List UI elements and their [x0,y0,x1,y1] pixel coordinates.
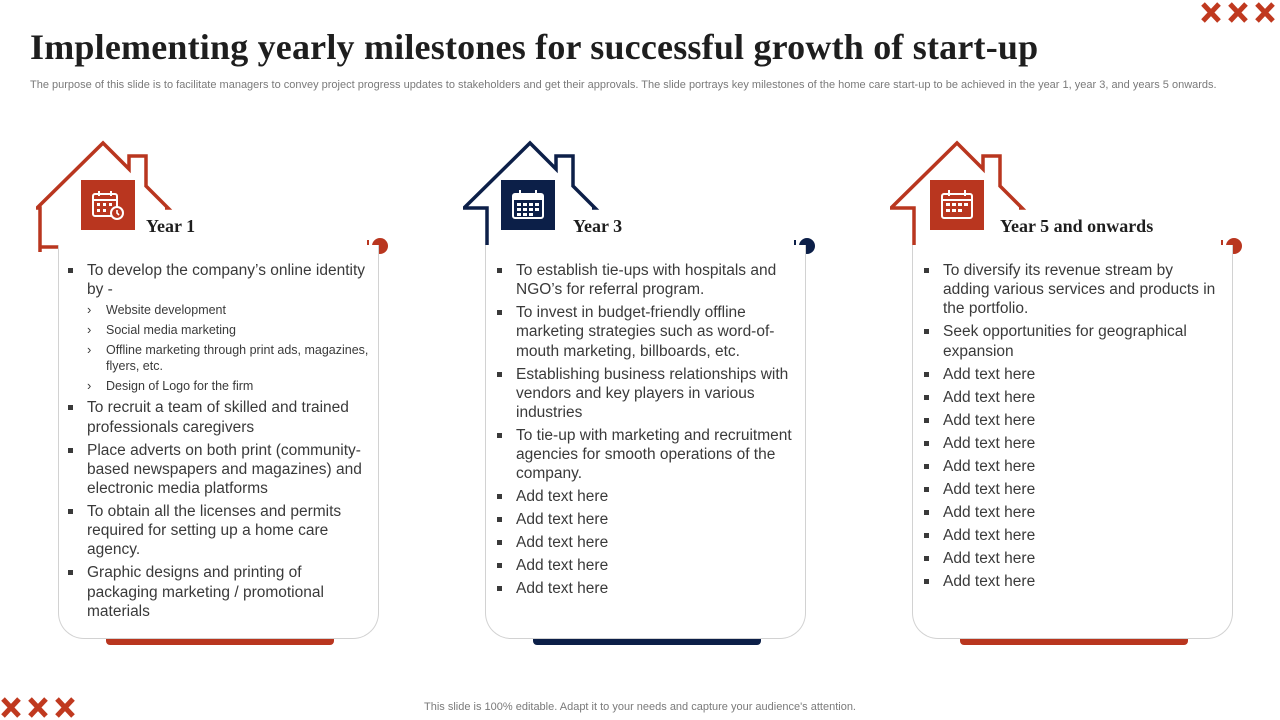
list-item: Add text here [922,434,1222,453]
milestone-year-1: Year 1 To develop the company’s online i… [36,140,396,650]
footer-note: This slide is 100% editable. Adapt it to… [424,701,856,713]
slide-subtitle: The purpose of this slide is to facilita… [30,79,1217,91]
column-title: Year 5 and onwards [1000,216,1154,236]
sub-list-item: Offline marketing through print ads, mag… [87,342,376,374]
list-item: Add text here [922,503,1222,522]
sub-list-item: Design of Logo for the firm [87,378,376,394]
list-item: Add text here [922,549,1222,568]
list-item: To establish tie-ups with hospitals and … [495,261,805,299]
sub-list: Website development Social media marketi… [87,302,376,394]
milestone-card [485,245,806,639]
milestone-year-3: Year 3 To establish tie-ups with hospita… [463,140,823,650]
column-title: Year 3 [573,216,623,236]
card-accent-bar [106,639,334,645]
list-item: Graphic designs and printing of packagin… [66,563,376,621]
milestone-list: To develop the company’s online identity… [66,261,376,625]
slide-title: Implementing yearly milestones for succe… [30,27,1039,67]
list-item: To diversify its revenue stream by addin… [922,261,1222,319]
calendar-clock-icon [81,180,135,230]
list-item: To invest in budget-friendly offline mar… [495,303,805,361]
column-title: Year 1 [146,216,196,236]
sub-list-item: Social media marketing [87,322,376,338]
calendar-icon [930,180,984,230]
sub-list-item: Website development [87,302,376,318]
list-item: Establishing business relationships with… [495,365,805,423]
list-item: Add text here [922,365,1222,384]
bottom-left-x-marks [0,697,80,719]
list-item: To develop the company’s online identity… [66,261,376,394]
milestone-year-5-onwards: Year 5 and onwards To diversify its reve… [890,140,1250,650]
list-item: To obtain all the licenses and permits r… [66,502,376,560]
calendar-icon [501,180,555,230]
list-item: Add text here [495,510,805,529]
list-item: To tie-up with marketing and recruitment… [495,426,805,484]
card-accent-bar [533,639,761,645]
list-item: Add text here [922,526,1222,545]
list-item: Add text here [922,388,1222,407]
list-item: Add text here [922,480,1222,499]
milestone-list: To diversify its revenue stream by addin… [922,261,1222,595]
card-accent-bar [960,639,1188,645]
list-item: Add text here [495,556,805,575]
list-item: Add text here [922,457,1222,476]
milestone-list: To establish tie-ups with hospitals and … [495,261,805,602]
list-item: Place adverts on both print (community-b… [66,441,376,499]
list-item: To recruit a team of skilled and trained… [66,398,376,436]
list-item: Add text here [495,533,805,552]
list-item: Add text here [922,411,1222,430]
list-item: Seek opportunities for geographical expa… [922,322,1222,360]
top-right-x-marks [1200,2,1280,24]
list-item: Add text here [495,487,805,506]
list-item: Add text here [495,579,805,598]
list-item: Add text here [922,572,1222,591]
milestone-card [912,245,1233,639]
